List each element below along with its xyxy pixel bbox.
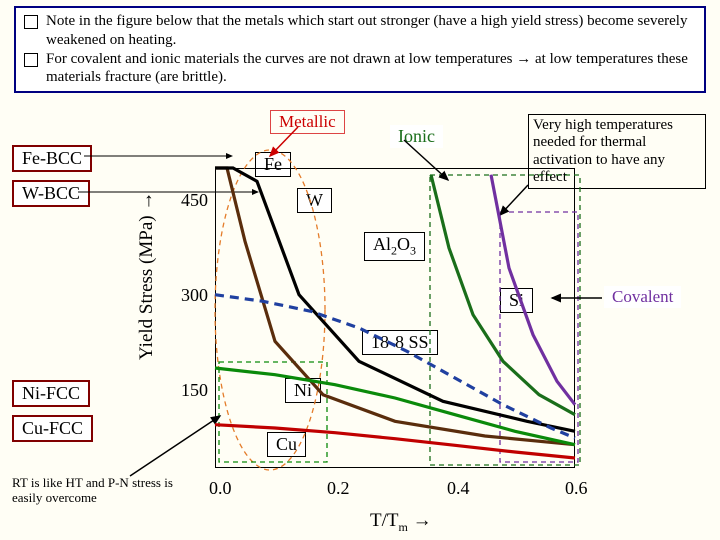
bullet-icon: [24, 53, 38, 67]
ytick-450: 450: [181, 190, 208, 211]
fe-bcc-label: Fe-BCC: [12, 145, 92, 172]
note-1-text: Note in the figure below that the metals…: [46, 12, 696, 50]
note-2: For covalent and ionic materials the cur…: [24, 50, 696, 88]
xtick-0: 0.0: [209, 478, 232, 499]
chart-frame: [215, 168, 575, 468]
y-axis-label: Yield Stress (MPa) →: [136, 192, 158, 360]
covalent-label: Covalent: [604, 286, 681, 308]
rt-note: RT is like HT and P-N stress is easily o…: [12, 476, 182, 506]
w-bcc-label: W-BCC: [12, 180, 90, 207]
cu-fcc-label: Cu-FCC: [12, 415, 93, 442]
x-axis-label: T/Tm →: [370, 510, 432, 535]
notes-box: Note in the figure below that the metals…: [14, 6, 706, 93]
xtick-04: 0.4: [447, 478, 470, 499]
metallic-label: Metallic: [270, 110, 345, 134]
rt-pointer: [130, 416, 220, 476]
x-axis-pre: T/T: [370, 510, 399, 531]
xtick-06: 0.6: [565, 478, 588, 499]
ytick-300: 300: [181, 285, 208, 306]
xtick-02: 0.2: [327, 478, 350, 499]
note-2-text: For covalent and ionic materials the cur…: [46, 50, 696, 88]
bullet-icon: [24, 15, 38, 29]
note-1: Note in the figure below that the metals…: [24, 12, 696, 50]
x-axis-sub: m: [399, 520, 408, 534]
x-axis-post: →: [408, 510, 432, 531]
ytick-150: 150: [181, 380, 208, 401]
ni-fcc-label: Ni-FCC: [12, 380, 90, 407]
ionic-label: Ionic: [390, 125, 443, 148]
